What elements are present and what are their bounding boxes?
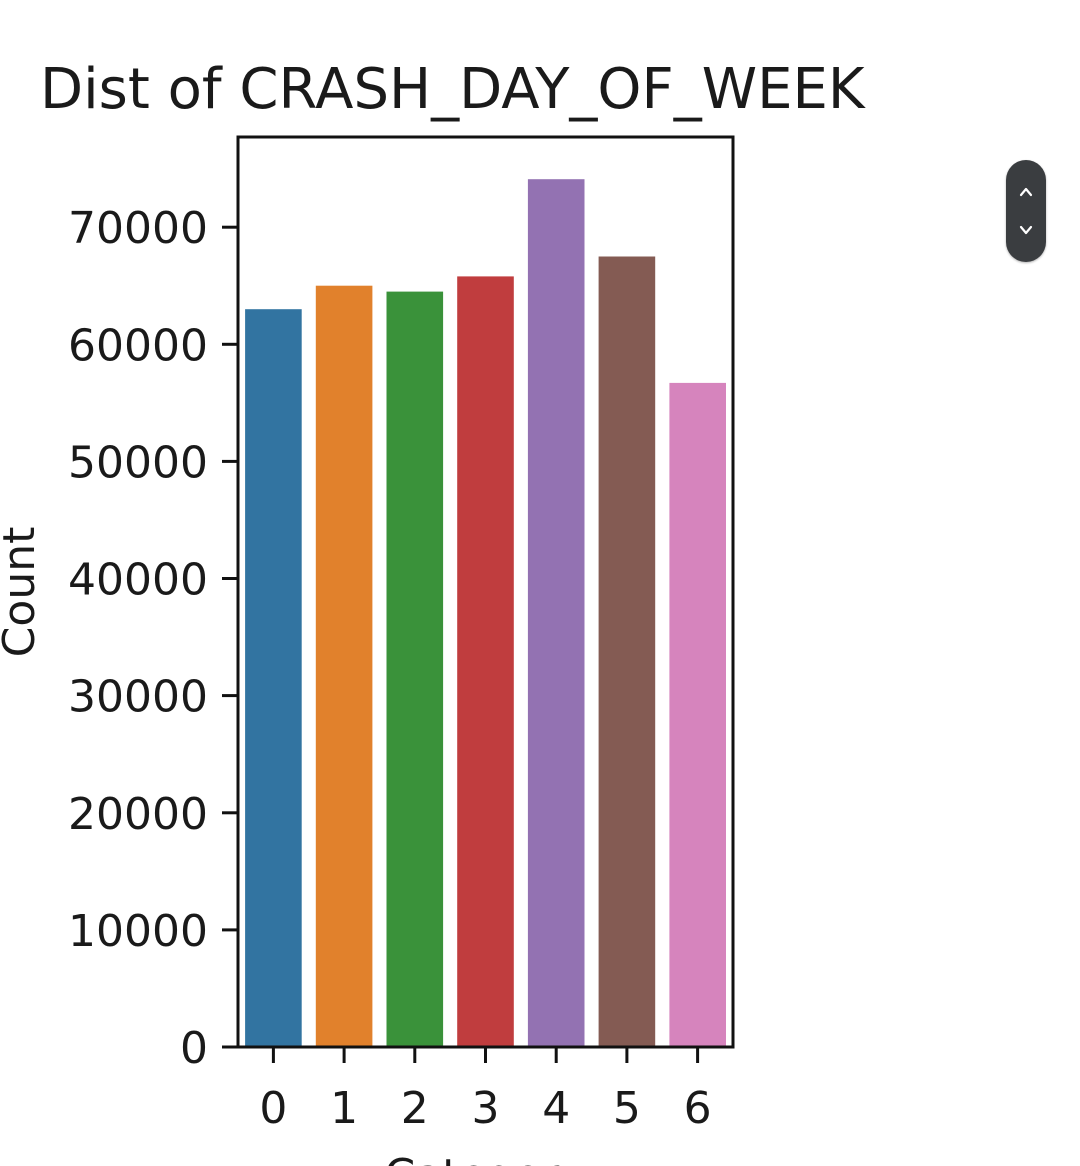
x-tick-label: 2: [401, 1083, 429, 1134]
y-tick-label: 30000: [68, 672, 208, 723]
y-tick-label: 20000: [68, 789, 208, 840]
y-tick-label: 10000: [68, 906, 208, 957]
y-tick-label: 60000: [68, 320, 208, 371]
bar-2: [386, 291, 444, 1048]
x-tick-label: 3: [472, 1083, 500, 1134]
scroll-up-button[interactable]: [1012, 178, 1040, 206]
y-axis: 0 10000 20000 30000 40000 50000 60000 70000: [68, 203, 238, 1074]
bar-1: [315, 285, 373, 1047]
y-tick-label: 40000: [68, 555, 208, 606]
chevron-down-icon: [1019, 225, 1033, 235]
bar-5: [598, 256, 656, 1047]
y-tick-label: 70000: [68, 203, 208, 254]
y-tick-label: 0: [180, 1023, 208, 1074]
y-tick-label: 50000: [68, 437, 208, 488]
x-tick-label: 6: [684, 1083, 712, 1134]
chart-title: Dist of CRASH_DAY_OF_WEEK: [40, 57, 866, 122]
bar-3: [457, 276, 514, 1047]
chevron-up-icon: [1019, 187, 1033, 197]
x-tick-label: 1: [330, 1083, 358, 1134]
bar-4: [527, 179, 585, 1047]
bar-6: [669, 382, 726, 1047]
y-axis-label: Count: [0, 527, 45, 658]
x-tick-label: 5: [613, 1083, 641, 1134]
bars-group: [245, 179, 726, 1048]
x-tick-label: 0: [259, 1083, 287, 1134]
x-tick-label: 4: [542, 1083, 570, 1134]
x-axis-label: Category: [385, 1150, 586, 1166]
scroll-widget: [1006, 160, 1046, 262]
scroll-down-button[interactable]: [1012, 216, 1040, 244]
bar-0: [245, 309, 302, 1047]
